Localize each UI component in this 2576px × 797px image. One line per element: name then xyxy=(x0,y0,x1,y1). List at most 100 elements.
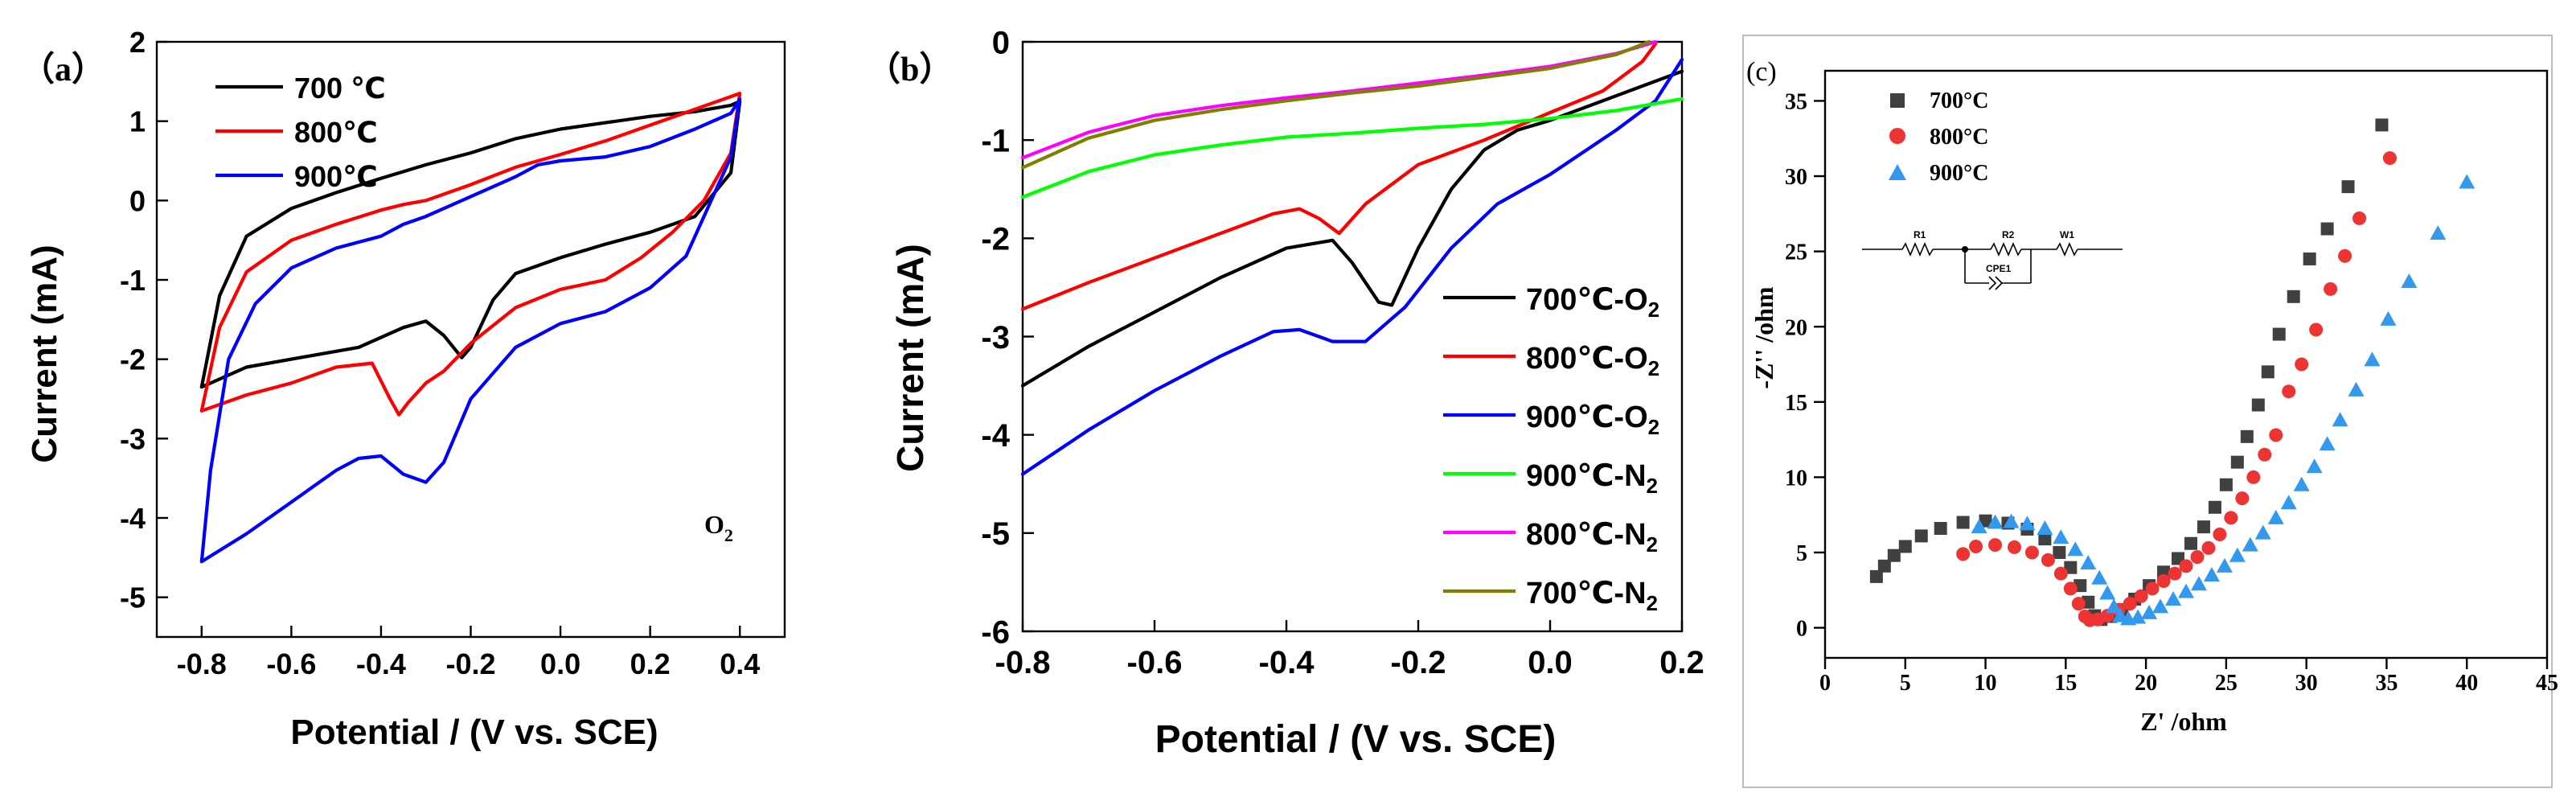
panel-a-legend: 700 ℃ 800℃ 900℃ xyxy=(215,72,386,193)
panel-c-label: (c) xyxy=(1746,57,1777,87)
data-point-square xyxy=(2341,180,2355,194)
data-point-square xyxy=(2261,365,2275,379)
legend-marker-circle xyxy=(1889,128,1905,144)
data-point-triangle xyxy=(2280,495,2297,510)
x-tick-label: -0.6 xyxy=(1127,645,1183,680)
data-point-square xyxy=(2208,500,2221,514)
panel-a-label: （a） xyxy=(21,51,105,88)
y-tick-label: 0 xyxy=(1796,617,1807,642)
y-tick-label: 35 xyxy=(1785,90,1807,115)
data-point-triangle xyxy=(2348,381,2365,396)
panel-c-ylabel: -Z'' /ohm xyxy=(1749,286,1778,388)
data-point-square xyxy=(2038,532,2052,546)
legend-label-800-n2: 800℃-N2 xyxy=(1526,518,1658,557)
data-point-square xyxy=(2251,398,2265,412)
data-point-circle xyxy=(2190,550,2205,565)
data-point-triangle xyxy=(2080,555,2097,570)
data-point-circle xyxy=(2352,211,2367,225)
data-point-square xyxy=(2197,520,2210,534)
data-point-triangle xyxy=(2165,591,2182,606)
y-tick-label: 10 xyxy=(1785,466,1807,491)
data-point-triangle xyxy=(1971,519,1987,534)
circuit-label-r1: R1 xyxy=(1914,229,1926,240)
legend-label-700: 700 ℃ xyxy=(294,72,386,105)
x-tick-label: 5 xyxy=(1900,671,1911,696)
data-point-triangle xyxy=(2130,609,2147,624)
data-point-circle xyxy=(2282,384,2296,399)
data-point-circle xyxy=(2063,581,2078,596)
data-point-circle xyxy=(2041,553,2055,567)
data-point-triangle xyxy=(2401,273,2418,289)
x-tick-label: -0.8 xyxy=(177,647,227,680)
y-tick-label: 1 xyxy=(129,105,146,138)
panel-c-eis-chart: (c) -Z'' /ohm Z' /ohm 0 5 10 15 20 25 30 35 40 45… xyxy=(1742,35,2558,788)
data-point-square xyxy=(1877,559,1891,573)
series-line-2 xyxy=(1020,57,1684,476)
y-tick-label: 2 xyxy=(129,26,146,59)
panel-b-label: （b） xyxy=(867,51,953,88)
data-point-circle xyxy=(2007,540,2021,554)
data-point-circle xyxy=(2179,559,2193,573)
panel-b-legend: 700℃-O2 800℃-O2 900℃-O2 900℃-N2 800℃-N2 … xyxy=(1443,283,1659,615)
data-point-square xyxy=(2320,222,2334,236)
x-tick-label: 30 xyxy=(2295,671,2318,696)
y-tick-label: 5 xyxy=(1796,541,1807,566)
panel-b-ticks: -0.8 -0.6 -0.4 -0.2 0.0 0.2 0 -1 -2 -3 -4 -5 -6 xyxy=(981,25,1704,680)
panel-a-cv-chart: （a） Current (mA) Potential / (V vs. SCE)… xyxy=(21,26,786,752)
y-tick-label: 0 xyxy=(129,184,146,217)
data-point-triangle xyxy=(2003,513,2020,528)
data-point-circle xyxy=(2168,566,2182,581)
data-point-triangle xyxy=(2380,310,2397,326)
data-point-circle xyxy=(2309,322,2324,337)
x-tick-label: -0.4 xyxy=(1259,645,1315,680)
legend-label-800: 800℃ xyxy=(294,116,378,149)
cpe-element xyxy=(1988,276,1997,290)
panel-a-ticks: -0.8 -0.6 -0.4 -0.2 0.0 0.2 0.4 2 1 0 -1 -2 -3 -4 -5 xyxy=(120,26,760,680)
y-tick-label: -5 xyxy=(120,581,146,614)
equivalent-circuit-inset: R1 R2 W1 CPE1 xyxy=(1862,229,2123,290)
x-tick-label: -0.2 xyxy=(445,647,495,680)
data-point-triangle xyxy=(2459,174,2476,189)
y-tick-label: -2 xyxy=(120,343,146,376)
y-tick-label: -4 xyxy=(981,418,1010,454)
data-point-circle xyxy=(2269,428,2283,442)
legend-label-800c: 800°C xyxy=(1930,125,1988,150)
panel-c-outer-border xyxy=(1742,35,2553,788)
data-point-square xyxy=(1914,529,1928,543)
data-point-triangle xyxy=(2190,576,2207,591)
panel-c-ticks: 0 5 10 15 20 25 30 35 40 45 0 5 10 15 20 25 30 35 xyxy=(1785,90,2558,696)
legend-label-900-n2: 900℃-N2 xyxy=(1526,459,1658,498)
data-point-square xyxy=(1979,514,1992,528)
legend-label-900c: 900°C xyxy=(1930,161,1988,186)
panel-c-plot-frame xyxy=(1823,69,2549,659)
data-point-triangle xyxy=(2203,567,2220,582)
circuit-label-cpe1: CPE1 xyxy=(1986,263,2012,274)
data-point-triangle xyxy=(2091,569,2108,585)
x-tick-label: 35 xyxy=(2375,671,2398,696)
series-line-4 xyxy=(1020,39,1658,160)
data-point-triangle xyxy=(2319,436,2336,451)
circuit-label-r2: R2 xyxy=(2002,229,2015,240)
y-tick-label: -1 xyxy=(981,124,1010,159)
data-point-circle xyxy=(2235,491,2250,506)
panel-c-legend: 700°C 800°C 900°C xyxy=(1889,88,1988,186)
x-tick-label: 0.2 xyxy=(630,647,671,680)
data-point-circle xyxy=(2258,447,2272,462)
data-point-circle xyxy=(2246,470,2261,484)
data-point-triangle xyxy=(2293,476,2310,491)
data-point-circle xyxy=(1988,538,2003,553)
y-tick-label: -5 xyxy=(981,516,1010,552)
data-point-square xyxy=(2064,561,2078,574)
legend-label-900: 900℃ xyxy=(294,160,378,193)
data-point-triangle xyxy=(2037,520,2053,536)
data-point-circle xyxy=(2145,581,2160,596)
y-tick-label: 0 xyxy=(992,25,1010,60)
data-point-circle xyxy=(2156,574,2171,589)
legend-label-700c: 700°C xyxy=(1930,88,1988,113)
data-point-circle xyxy=(2053,566,2068,581)
y-tick-label: 25 xyxy=(1785,240,1807,265)
data-point-triangle xyxy=(2306,458,2323,474)
data-point-square xyxy=(1956,516,1970,529)
y-tick-label: -3 xyxy=(120,422,146,455)
